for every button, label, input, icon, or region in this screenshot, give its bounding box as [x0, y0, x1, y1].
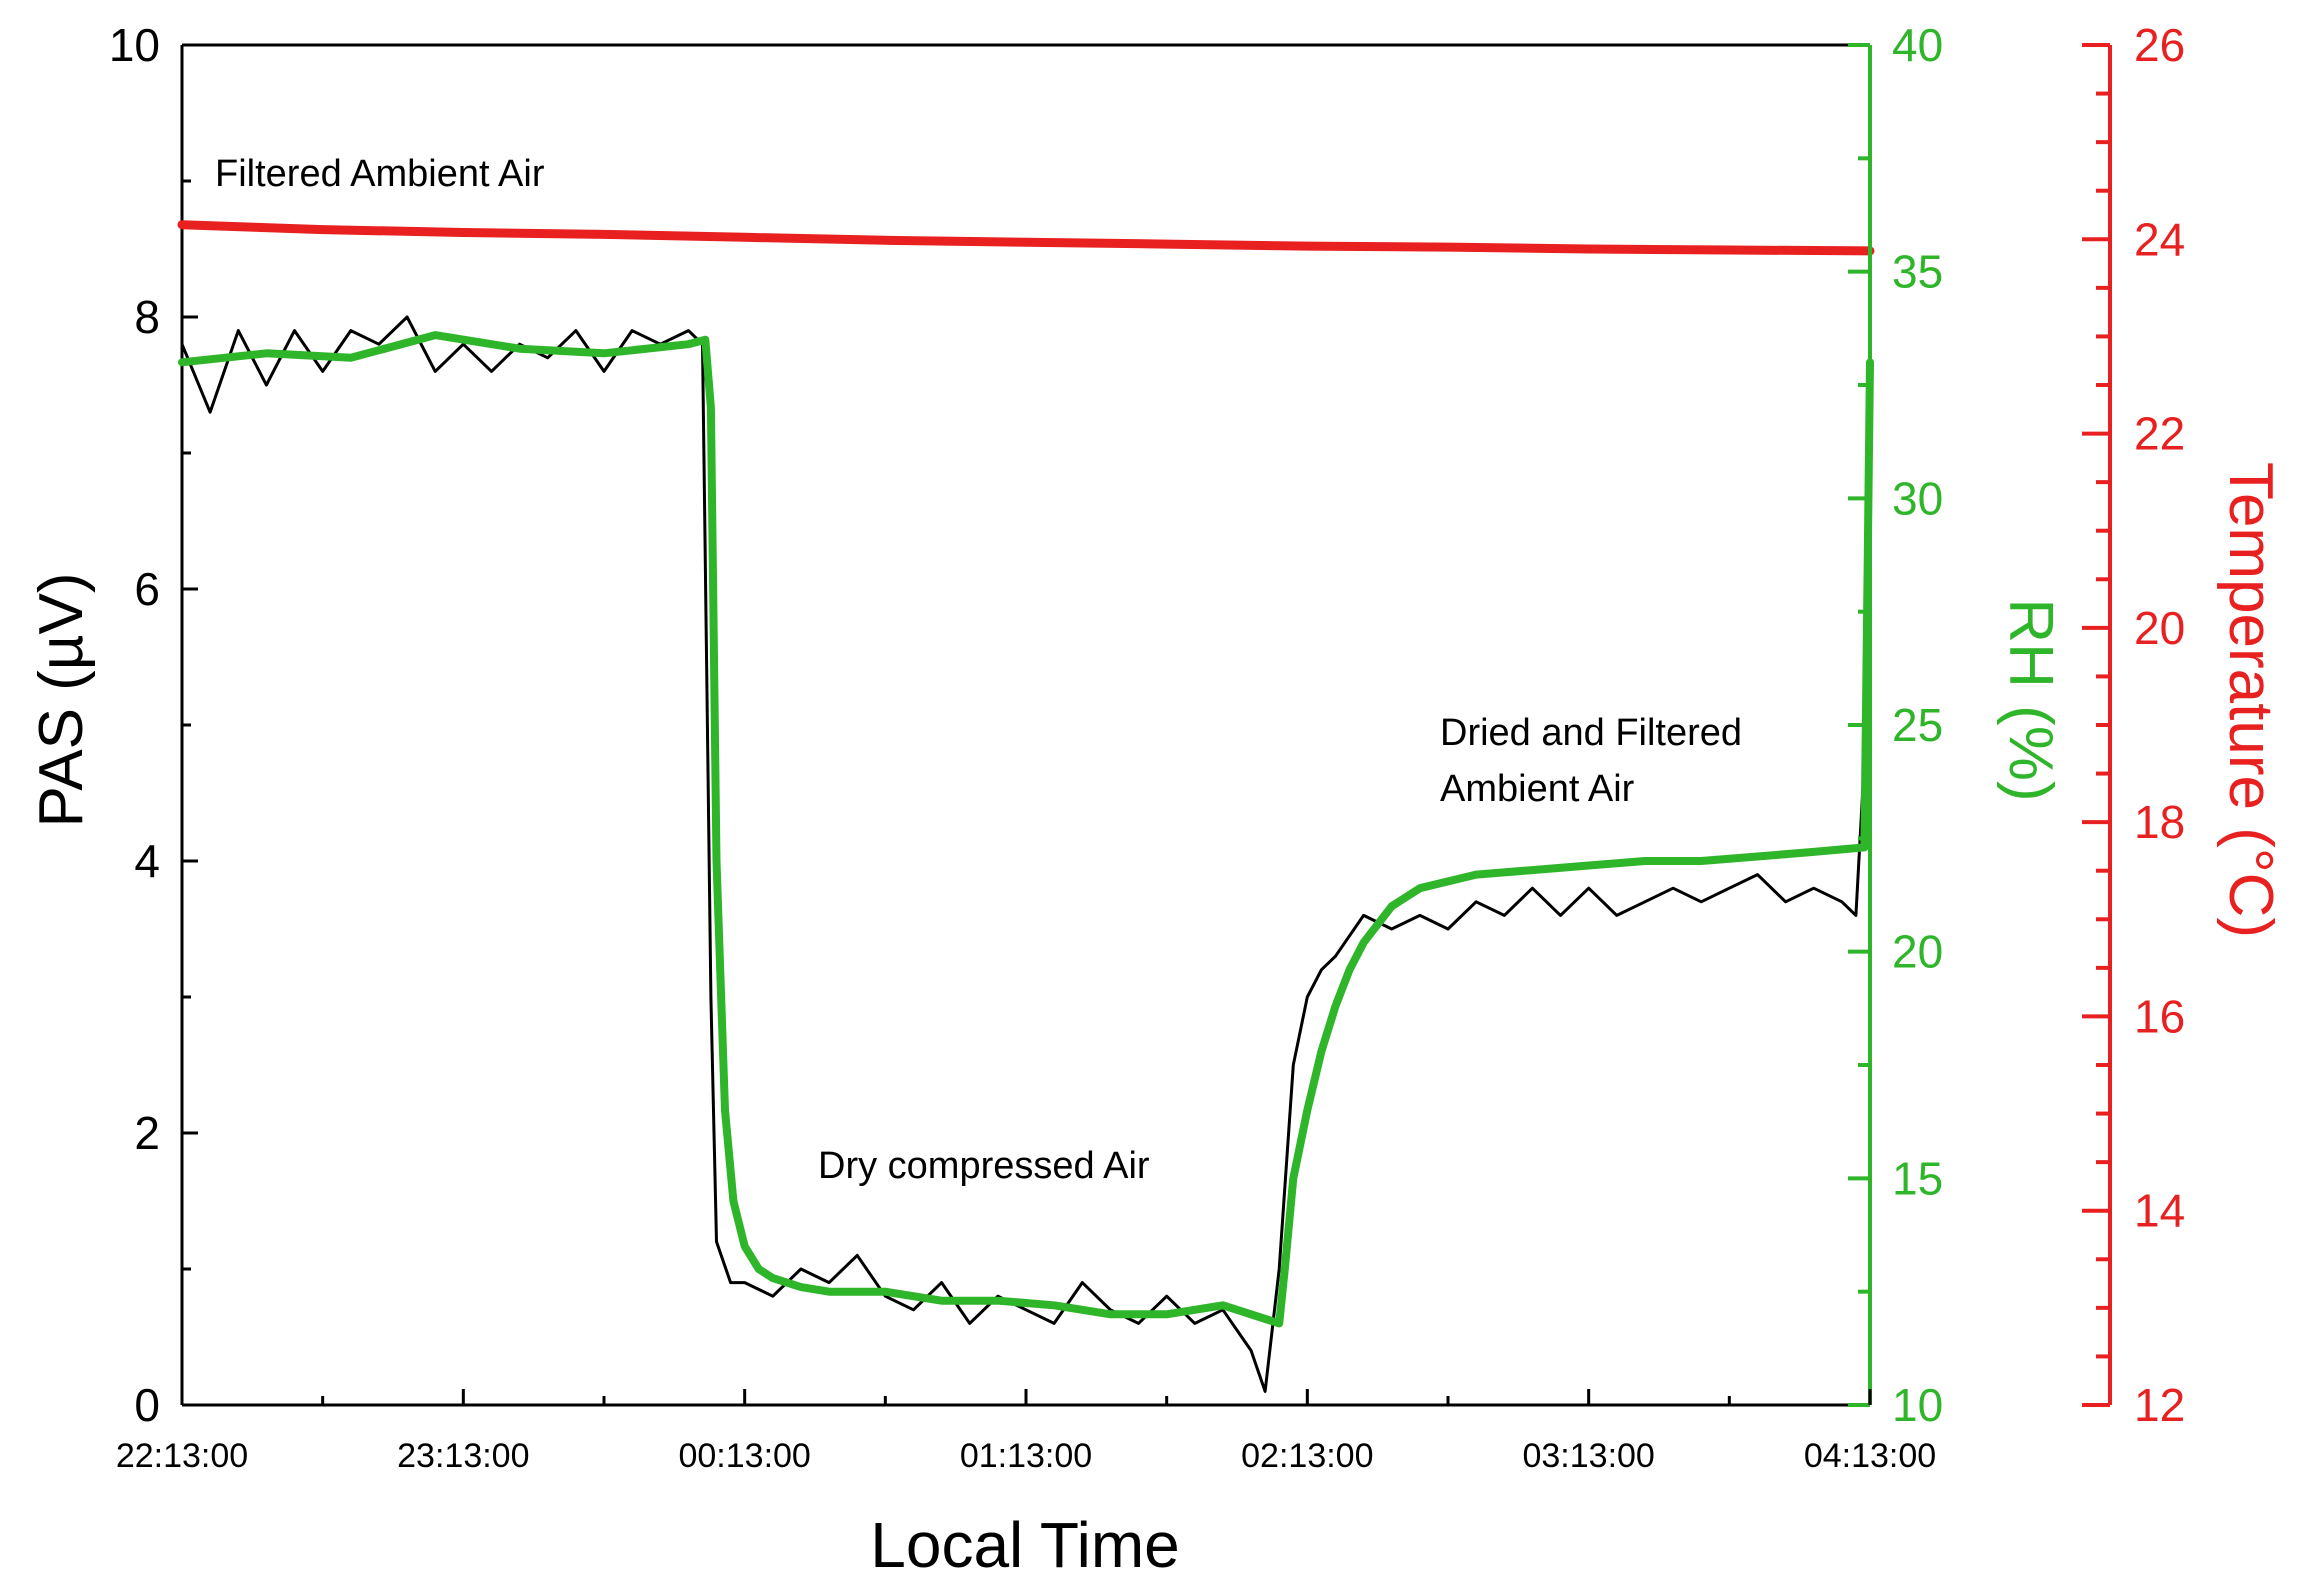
temperature-series-line: [177, 220, 1875, 256]
time-tick-label: 04:13:00: [1804, 1437, 1936, 1475]
x-axis-title: Local Time: [870, 1509, 1179, 1581]
annotation-dry-compressed-air: Dry compressed Air: [818, 1145, 1150, 1187]
temperature-axis: 12 14 16 18 20 22 24 26: [2082, 19, 2185, 1431]
pas-tick-label: 8: [134, 291, 160, 343]
time-tick-label: 22:13:00: [116, 1437, 248, 1475]
temperature-axis-title: Temperature (°C): [2216, 462, 2285, 938]
rh-series-line: [178, 331, 1874, 1328]
rh-axis-title: RH (%): [1996, 598, 2065, 801]
time-tick-label: 00:13:00: [678, 1437, 810, 1475]
rh-axis: 10 15 20 25 30 35 40: [1848, 19, 1943, 1431]
rh-tick-label: 30: [1892, 472, 1943, 524]
time-tick-label: 02:13:00: [1241, 1437, 1373, 1475]
annotation-dried-filtered-line1: Dried and Filtered: [1440, 712, 1742, 754]
annotation-filtered-ambient-air: Filtered Ambient Air: [215, 153, 545, 195]
rh-tick-label: 25: [1892, 699, 1943, 751]
time-tick-label: 01:13:00: [960, 1437, 1092, 1475]
temperature-tick-label: 26: [2134, 19, 2185, 71]
time-tick-label: 03:13:00: [1522, 1437, 1654, 1475]
time-tick-label: 23:13:00: [397, 1437, 529, 1475]
time-axis: 22:13:00 23:13:00 00:13:00 01:13:00 02:13:00…: [116, 1389, 1936, 1475]
annotation-dried-filtered-line2: Ambient Air: [1440, 768, 1635, 810]
temperature-tick-label: 22: [2134, 408, 2185, 460]
rh-tick-label: 20: [1892, 926, 1943, 978]
temperature-tick-label: 24: [2134, 213, 2185, 265]
temperature-tick-label: 18: [2134, 796, 2185, 848]
pas-tick-label: 0: [134, 1379, 160, 1431]
pas-tick-label: 4: [134, 835, 160, 887]
rh-tick-label: 35: [1892, 246, 1943, 298]
pas-tick-label: 10: [109, 19, 160, 71]
rh-tick-label: 40: [1892, 19, 1943, 71]
pas-tick-label: 6: [134, 563, 160, 615]
pas-axis-title: PAS (µV): [27, 572, 96, 827]
temperature-tick-label: 16: [2134, 990, 2185, 1042]
temperature-tick-label: 20: [2134, 602, 2185, 654]
temperature-tick-label: 14: [2134, 1185, 2185, 1237]
series-layer: [177, 220, 1875, 1393]
pas-axis: 0 2 4 6 8 10: [109, 19, 198, 1431]
temperature-tick-label: 12: [2134, 1379, 2185, 1431]
pas-series-line: [180, 315, 1872, 1393]
rh-tick-label: 15: [1892, 1152, 1943, 1204]
pas-tick-label: 2: [134, 1107, 160, 1159]
rh-tick-label: 10: [1892, 1379, 1943, 1431]
